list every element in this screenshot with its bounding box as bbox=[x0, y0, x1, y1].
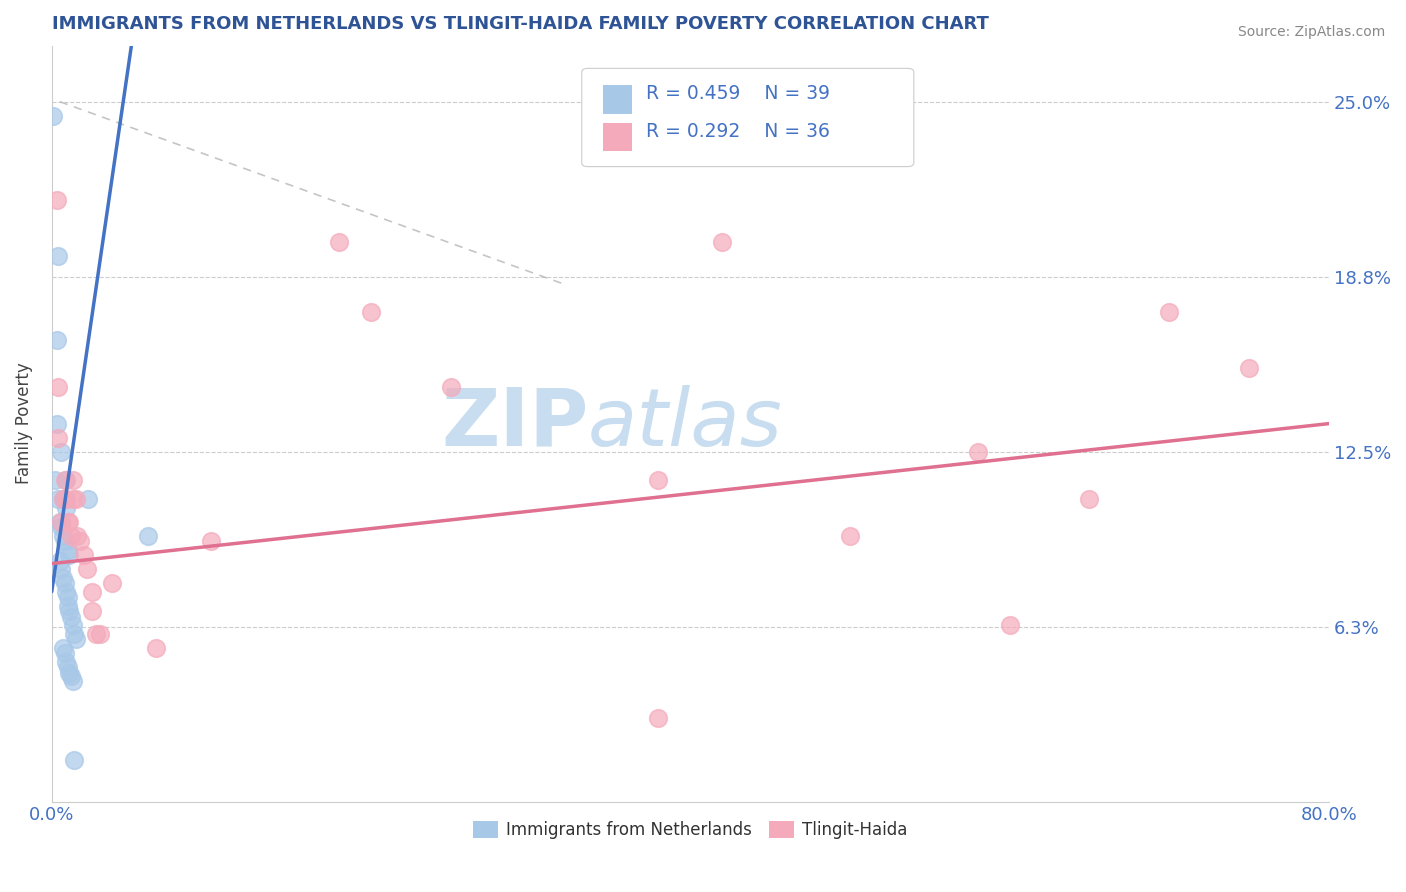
Text: Source: ZipAtlas.com: Source: ZipAtlas.com bbox=[1237, 25, 1385, 39]
Point bbox=[53, 646, 76, 660]
Point bbox=[839, 528, 862, 542]
Point bbox=[58, 548, 80, 562]
Point bbox=[1159, 304, 1181, 318]
Point bbox=[86, 626, 108, 640]
Point bbox=[48, 515, 70, 529]
Point bbox=[53, 492, 76, 507]
Point bbox=[63, 626, 86, 640]
FancyBboxPatch shape bbox=[603, 85, 631, 113]
Point bbox=[53, 534, 76, 549]
Point bbox=[51, 444, 73, 458]
Text: IMMIGRANTS FROM NETHERLANDS VS TLINGIT-HAIDA FAMILY POVERTY CORRELATION CHART: IMMIGRANTS FROM NETHERLANDS VS TLINGIT-H… bbox=[52, 15, 988, 33]
Point bbox=[136, 528, 159, 542]
Point bbox=[59, 609, 82, 624]
Point bbox=[69, 534, 91, 549]
Point bbox=[711, 235, 734, 249]
Point bbox=[48, 554, 70, 568]
Point bbox=[80, 584, 103, 599]
Point bbox=[145, 640, 167, 655]
Point bbox=[56, 599, 79, 613]
Point bbox=[58, 604, 80, 618]
Point bbox=[44, 473, 66, 487]
Point bbox=[101, 576, 124, 591]
Point bbox=[55, 500, 77, 515]
Point bbox=[51, 520, 73, 534]
Point bbox=[56, 515, 79, 529]
Point bbox=[77, 492, 100, 507]
Y-axis label: Family Poverty: Family Poverty bbox=[15, 363, 32, 484]
Point bbox=[59, 528, 82, 542]
Point bbox=[62, 492, 84, 507]
Point bbox=[52, 640, 75, 655]
Point bbox=[58, 515, 80, 529]
Point bbox=[52, 492, 75, 507]
Point bbox=[62, 618, 84, 632]
Point bbox=[65, 492, 87, 507]
Point bbox=[440, 380, 463, 394]
Point bbox=[89, 626, 111, 640]
Point bbox=[1078, 492, 1101, 507]
Point bbox=[46, 431, 69, 445]
Point bbox=[52, 571, 75, 585]
Point bbox=[58, 665, 80, 680]
Point bbox=[62, 473, 84, 487]
Point bbox=[46, 492, 69, 507]
Point bbox=[53, 576, 76, 591]
Point bbox=[55, 473, 77, 487]
Text: ZIP: ZIP bbox=[441, 384, 588, 463]
Point bbox=[966, 444, 988, 458]
Point bbox=[46, 380, 69, 394]
FancyBboxPatch shape bbox=[582, 69, 914, 167]
Point bbox=[66, 528, 89, 542]
Text: R = 0.459    N = 39: R = 0.459 N = 39 bbox=[645, 84, 830, 103]
Point bbox=[328, 235, 350, 249]
Point bbox=[53, 473, 76, 487]
Point bbox=[55, 584, 77, 599]
Point bbox=[55, 655, 77, 669]
Point bbox=[51, 515, 73, 529]
Point bbox=[63, 753, 86, 767]
Point bbox=[1237, 360, 1260, 375]
Point bbox=[62, 674, 84, 689]
Point bbox=[45, 417, 67, 431]
Point bbox=[55, 492, 77, 507]
Point bbox=[51, 562, 73, 576]
Point bbox=[56, 660, 79, 674]
Text: R = 0.292    N = 36: R = 0.292 N = 36 bbox=[645, 121, 830, 141]
Point bbox=[647, 710, 669, 724]
Point bbox=[76, 562, 98, 576]
Point bbox=[200, 534, 222, 549]
Point bbox=[42, 109, 65, 123]
FancyBboxPatch shape bbox=[603, 123, 631, 152]
Point bbox=[65, 632, 87, 647]
Point bbox=[80, 604, 103, 618]
Point bbox=[46, 249, 69, 263]
Point bbox=[52, 528, 75, 542]
Legend: Immigrants from Netherlands, Tlingit-Haida: Immigrants from Netherlands, Tlingit-Hai… bbox=[467, 814, 914, 847]
Point bbox=[45, 193, 67, 207]
Point bbox=[56, 542, 79, 557]
Point bbox=[59, 668, 82, 682]
Text: atlas: atlas bbox=[588, 384, 783, 463]
Point bbox=[45, 333, 67, 347]
Point bbox=[52, 492, 75, 507]
Point bbox=[56, 591, 79, 605]
Point bbox=[360, 304, 382, 318]
Point bbox=[73, 548, 96, 562]
Point bbox=[998, 618, 1021, 632]
Point bbox=[647, 473, 669, 487]
